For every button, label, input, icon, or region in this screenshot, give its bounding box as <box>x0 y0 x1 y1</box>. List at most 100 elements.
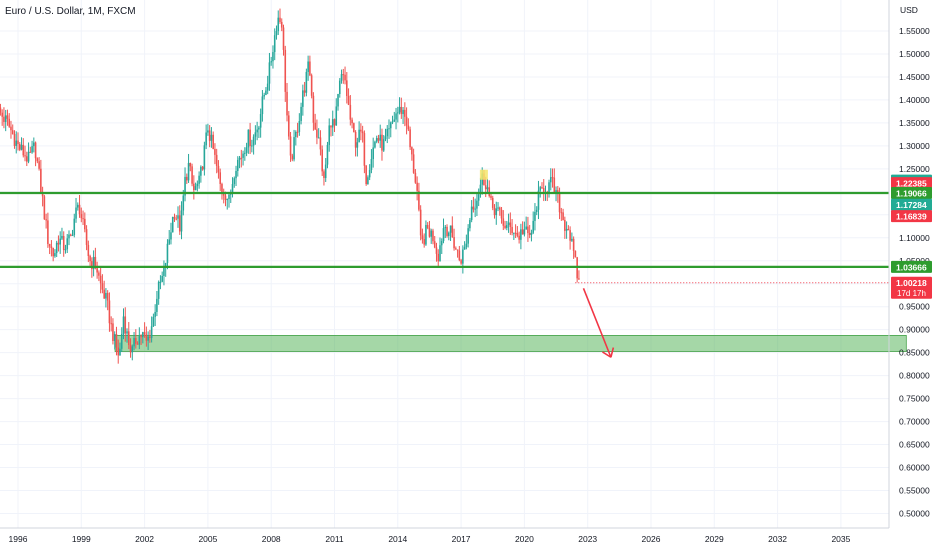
candle-body <box>571 238 573 241</box>
candle-body <box>291 155 294 160</box>
candle-body <box>6 115 9 119</box>
candle-body <box>4 115 7 122</box>
candle-body <box>270 61 272 63</box>
candle-body <box>149 336 151 338</box>
candle-body <box>238 157 241 160</box>
candle-body <box>203 145 206 170</box>
candle-body <box>142 332 144 338</box>
candle-body <box>212 134 214 149</box>
candle-body <box>497 207 499 209</box>
candle-body <box>120 333 123 349</box>
candle-body <box>470 206 473 221</box>
candle-body <box>173 216 176 219</box>
candle-body <box>374 141 376 148</box>
candle-body <box>38 161 40 169</box>
candle-body <box>22 144 25 156</box>
candle-body <box>47 220 49 244</box>
candle-body <box>244 152 246 154</box>
candle-body <box>256 129 258 133</box>
candle-body <box>208 130 211 141</box>
candle-body <box>360 129 362 132</box>
candle-body <box>94 256 97 269</box>
candle-body <box>456 249 459 251</box>
candle-body <box>150 326 153 338</box>
candle-body <box>486 187 489 190</box>
candle-body <box>502 218 505 226</box>
candle-body <box>296 131 299 133</box>
candle-body <box>48 243 51 247</box>
y-tick-label: 0.75000 <box>899 394 930 404</box>
candle-body <box>18 144 21 150</box>
candle-body <box>372 147 374 160</box>
candle-body <box>191 166 193 184</box>
candle-body <box>268 62 271 84</box>
candle-body <box>409 129 411 148</box>
candle-body <box>286 91 288 116</box>
candle-body <box>477 194 480 201</box>
candle-body <box>214 148 216 155</box>
y-tick-label: 0.90000 <box>899 325 930 335</box>
candle-body <box>245 147 248 153</box>
y-tick-label: 0.70000 <box>899 417 930 427</box>
price-axis-label-text: 1.16839 <box>896 212 927 222</box>
x-tick-label: 2032 <box>768 534 787 544</box>
candle-body <box>24 155 26 157</box>
candle-body <box>263 94 265 97</box>
candle-body <box>8 118 11 127</box>
candle-body <box>317 137 320 139</box>
candle-body <box>284 49 287 92</box>
candle-body <box>106 292 109 301</box>
candle-body <box>108 300 111 324</box>
candle-body <box>302 90 304 107</box>
candle-body <box>414 172 417 183</box>
candle-body <box>52 247 54 257</box>
candle-body <box>224 195 227 200</box>
candle-body <box>98 272 100 276</box>
candle-body <box>36 158 39 162</box>
candle-body <box>145 334 148 341</box>
candle-body <box>384 136 387 140</box>
price-axis-label-text: 1.03666 <box>896 262 927 272</box>
candle-body <box>493 207 496 216</box>
candle-body <box>514 232 517 234</box>
candle-body <box>402 109 404 115</box>
candle-body <box>433 241 436 248</box>
y-tick-label: 0.95000 <box>899 302 930 312</box>
candle-body <box>490 195 492 198</box>
candle-body <box>295 131 297 138</box>
candle-body <box>361 131 364 134</box>
candle-body <box>57 242 60 245</box>
candle-body <box>520 229 522 240</box>
highlight-marker <box>479 169 488 180</box>
y-tick-label: 1.40000 <box>899 95 930 105</box>
candle-body <box>368 169 371 178</box>
candle-body <box>578 278 580 280</box>
candle-body <box>393 119 396 122</box>
candle-body <box>205 132 207 146</box>
candle-body <box>124 316 127 334</box>
candle-body <box>154 311 156 317</box>
candle-body <box>178 215 181 232</box>
candle-body <box>358 129 360 143</box>
candle-body <box>59 238 61 245</box>
candle-body <box>152 316 155 327</box>
candle-body <box>25 156 28 162</box>
candle-body <box>525 226 527 230</box>
projection-arrow-line[interactable] <box>582 288 612 358</box>
candle-body <box>201 166 204 170</box>
candle-body <box>435 247 438 254</box>
price-axis-label <box>891 186 932 199</box>
target-zone[interactable] <box>114 335 907 352</box>
candle-body <box>236 159 239 171</box>
candle-body <box>342 74 345 76</box>
candle-body <box>347 95 350 105</box>
candle-body <box>287 115 290 137</box>
candle-body <box>314 122 316 130</box>
candle-body <box>10 126 12 131</box>
x-tick-label: 2005 <box>198 534 217 544</box>
candle-body <box>126 331 128 334</box>
candle-body <box>548 182 550 194</box>
x-tick-label: 2008 <box>262 534 281 544</box>
candle-body <box>557 190 559 193</box>
